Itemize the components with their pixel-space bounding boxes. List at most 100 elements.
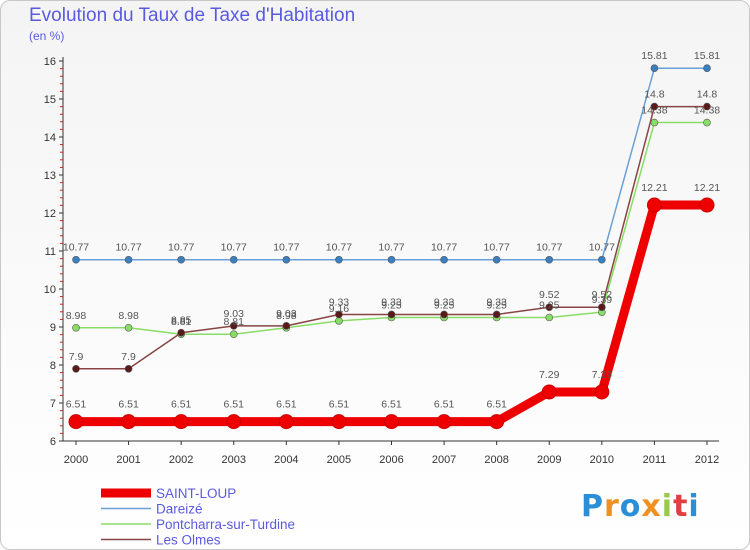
legend-label-0: SAINT-LOUP bbox=[156, 486, 236, 501]
data-label-2: 8.81 bbox=[171, 316, 192, 328]
series-point-1 bbox=[598, 255, 606, 264]
data-label-2: 9.25 bbox=[381, 300, 402, 312]
x-tick-label: 2010 bbox=[590, 454, 614, 466]
series-point-3 bbox=[124, 364, 133, 373]
data-label-2: 8.81 bbox=[224, 316, 245, 328]
series-point-1 bbox=[282, 255, 291, 264]
data-label-2: 14.38 bbox=[694, 105, 720, 117]
data-label-0: 6.51 bbox=[486, 399, 507, 411]
data-label-3: 14.8 bbox=[644, 89, 665, 101]
data-label-0: 6.51 bbox=[329, 399, 350, 411]
series-point-0 bbox=[68, 414, 84, 430]
y-tick-label: 11 bbox=[45, 246, 56, 258]
y-tick-label: 9 bbox=[50, 322, 56, 334]
data-label-1: 10.77 bbox=[115, 242, 141, 254]
data-label-3: 9.52 bbox=[539, 289, 560, 301]
logo-letter: x bbox=[641, 489, 662, 524]
series-point-1 bbox=[492, 255, 501, 264]
y-tick-label: 13 bbox=[44, 170, 56, 182]
series-point-3 bbox=[335, 310, 343, 319]
data-label-2: 8.98 bbox=[118, 310, 139, 322]
series-point-3 bbox=[703, 102, 711, 111]
chart-legend: SAINT-LOUPDareizéPontcharra-sur-TurdineL… bbox=[101, 486, 295, 548]
data-label-2: 8.98 bbox=[66, 310, 87, 322]
data-label-1: 10.77 bbox=[536, 242, 562, 254]
x-tick-label: 2000 bbox=[64, 454, 88, 466]
x-tick-label: 2003 bbox=[222, 454, 246, 466]
y-tick-label: 14 bbox=[44, 132, 56, 144]
logo-letter: r bbox=[604, 489, 620, 524]
data-label-0: 12.21 bbox=[641, 182, 667, 194]
series-point-0 bbox=[646, 197, 662, 213]
x-tick-label: 2001 bbox=[116, 454, 140, 466]
data-label-1: 10.77 bbox=[378, 242, 404, 254]
series-point-3 bbox=[282, 322, 291, 330]
series-point-2 bbox=[650, 118, 659, 127]
data-label-3: 7.9 bbox=[69, 351, 84, 363]
x-tick-label: 2006 bbox=[379, 454, 403, 466]
data-label-0: 6.51 bbox=[224, 399, 245, 411]
data-label-1: 10.77 bbox=[484, 242, 510, 254]
x-tick-label: 2008 bbox=[484, 454, 508, 466]
data-label-2: 14.38 bbox=[641, 105, 667, 117]
logo-letter: o bbox=[619, 489, 642, 524]
data-label-3: 9.52 bbox=[592, 289, 613, 301]
data-label-3: 9.33 bbox=[434, 296, 455, 308]
series-point-3 bbox=[650, 102, 659, 111]
legend-label-2: Pontcharra-sur-Turdine bbox=[156, 517, 295, 532]
series-point-2 bbox=[229, 330, 238, 339]
series-point-3 bbox=[387, 310, 396, 319]
series-point-1 bbox=[124, 255, 133, 264]
series-point-0 bbox=[541, 384, 557, 400]
data-label-3: 9.33 bbox=[381, 296, 402, 308]
chart-series bbox=[68, 64, 715, 430]
x-tick-label: 2012 bbox=[695, 454, 719, 466]
series-point-3 bbox=[229, 322, 238, 330]
data-label-3: 14.8 bbox=[697, 89, 718, 101]
x-tick-label: 2002 bbox=[169, 454, 193, 466]
x-tick-label: 2004 bbox=[274, 454, 298, 466]
data-label-3: 9.03 bbox=[224, 308, 245, 320]
data-label-3: 8.85 bbox=[171, 315, 192, 327]
series-point-3 bbox=[492, 310, 501, 319]
logo-letter: t bbox=[673, 489, 689, 524]
data-label-0: 6.51 bbox=[434, 399, 455, 411]
logo-letter: i bbox=[661, 489, 674, 524]
y-tick-label: 10 bbox=[44, 284, 56, 296]
chart-axes: 6 7 8 9 10 11 12 13 14 15 16 2000 2001 2002 2003 2004 20… bbox=[44, 56, 719, 466]
series-line-3 bbox=[76, 105, 707, 370]
data-label-0: 6.51 bbox=[171, 399, 192, 411]
y-tick-label: 15 bbox=[44, 94, 56, 106]
series-point-0 bbox=[226, 414, 242, 430]
y-tick-label: 16 bbox=[44, 56, 56, 68]
data-label-1: 10.77 bbox=[221, 242, 247, 254]
data-label-0: 6.51 bbox=[118, 399, 139, 411]
data-label-0: 7.29 bbox=[592, 369, 613, 381]
x-tick-label: 2007 bbox=[432, 454, 456, 466]
legend-label-1: Dareizé bbox=[156, 502, 203, 517]
series-point-2 bbox=[72, 323, 80, 332]
data-label-2: 9.25 bbox=[434, 300, 455, 312]
series-point-2 bbox=[124, 323, 133, 332]
series-point-2 bbox=[545, 313, 554, 322]
chart-title: Evolution du Taux de Taxe d'Habitation bbox=[29, 5, 356, 26]
data-label-1: 10.77 bbox=[431, 242, 457, 254]
chart-data-labels: 6.51 6.51 6.51 6.51 6.51 6.51 6.51 6.51 6.51 7.29… bbox=[63, 50, 720, 410]
series-point-0 bbox=[278, 414, 294, 430]
series-point-0 bbox=[489, 414, 505, 430]
series-point-3 bbox=[598, 303, 606, 312]
series-point-1 bbox=[650, 64, 659, 73]
series-point-2 bbox=[703, 118, 711, 127]
data-label-1: 10.77 bbox=[273, 242, 299, 254]
legend-label-3: Les Olmes bbox=[156, 533, 221, 548]
data-label-2: 8.98 bbox=[276, 310, 297, 322]
y-tick-label: 6 bbox=[50, 436, 56, 448]
logo-letter: i bbox=[688, 489, 700, 524]
data-label-0: 6.51 bbox=[66, 399, 87, 411]
series-point-0 bbox=[384, 414, 399, 430]
data-label-0: 6.51 bbox=[381, 399, 402, 411]
series-point-3 bbox=[545, 303, 554, 312]
series-point-0 bbox=[594, 384, 610, 400]
